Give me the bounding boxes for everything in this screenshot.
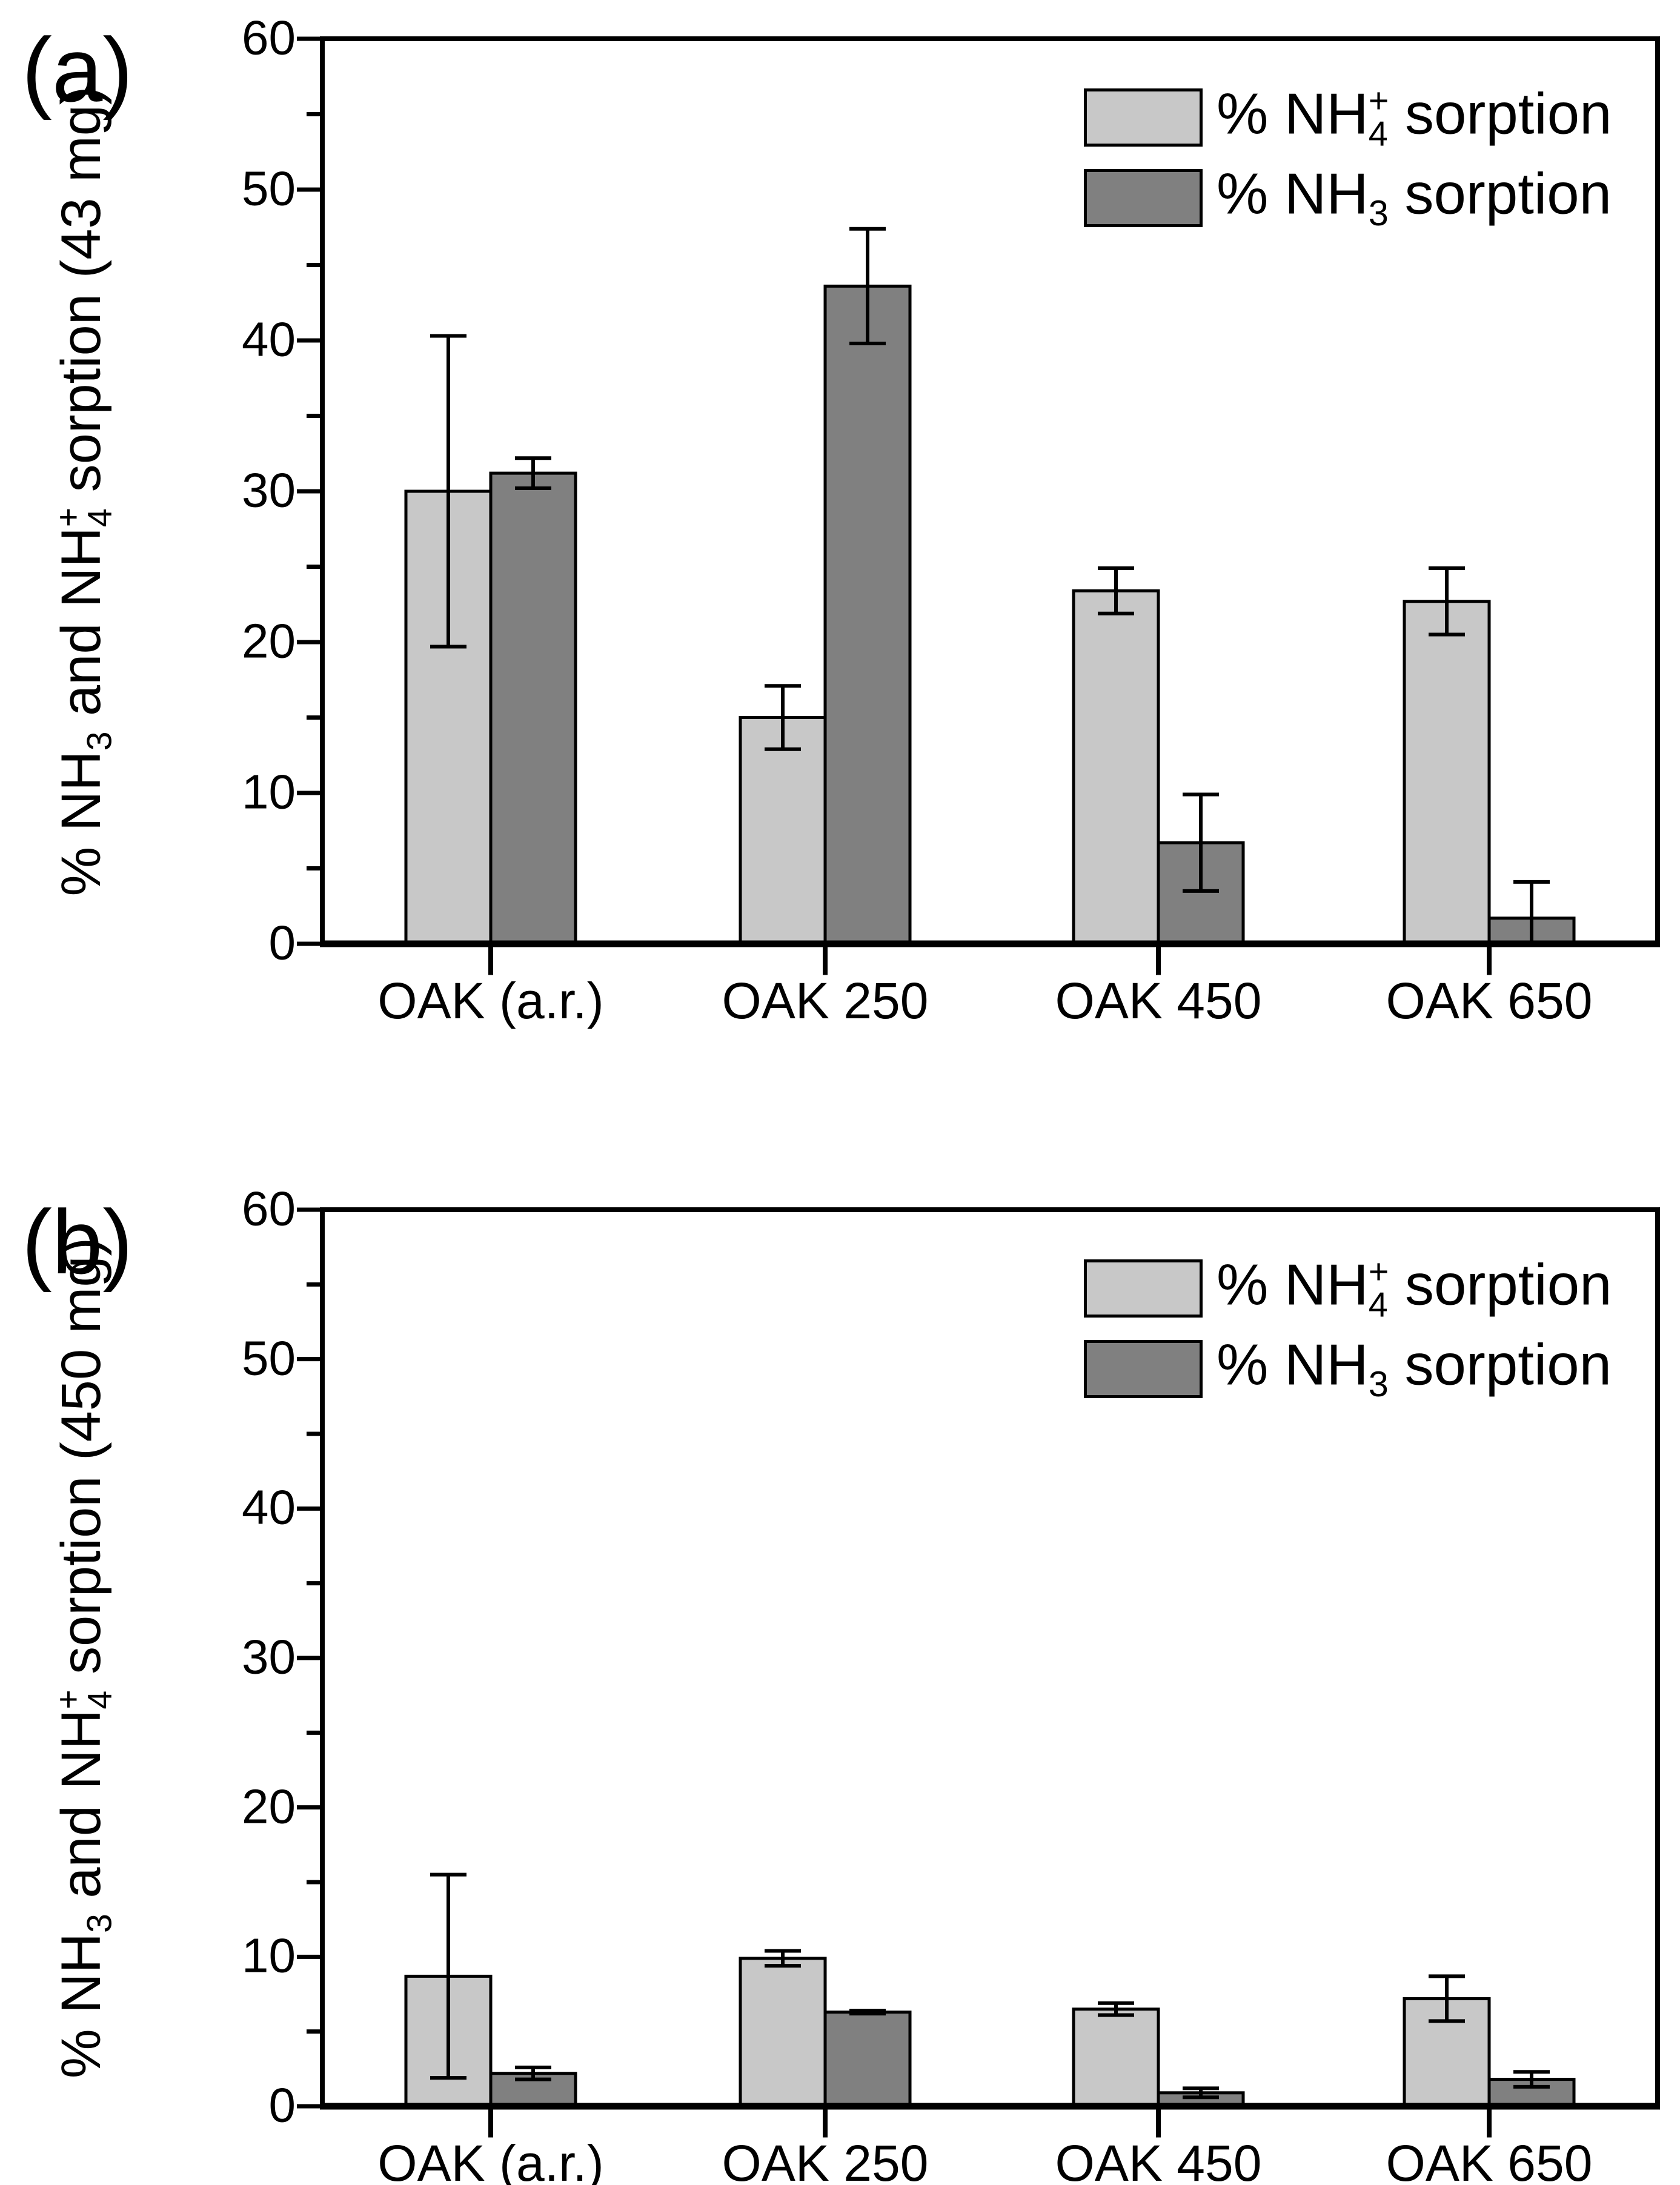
legend-swatch-nh3 <box>1084 169 1203 227</box>
sub-sup-stack: +4 <box>49 507 119 528</box>
subscript: 3 <box>1368 192 1389 233</box>
x-category-label: OAK 650 <box>1386 972 1593 1029</box>
panel-label-b: (b) <box>22 1191 133 1293</box>
legend-label-nh4: % NH +4 sorption <box>1217 1252 1612 1324</box>
subscript: 3 <box>1368 1363 1389 1404</box>
legend-label-nh3: % NH3 sorption <box>1217 1332 1612 1404</box>
legend-swatch-nh4 <box>1084 88 1203 147</box>
y-tick-label: 30 <box>242 1630 296 1684</box>
legend-swatch-nh3 <box>1084 1340 1203 1398</box>
x-category-label: OAK 250 <box>722 2135 929 2185</box>
y-axis-title: % NH3 and NH +4 sorption (43 mg) <box>49 86 119 897</box>
sub-sup-stack: +4 <box>1368 81 1389 153</box>
legend-swatch-nh4 <box>1084 1259 1203 1318</box>
y-tick-label: 20 <box>242 1779 296 1834</box>
y-tick-label: 40 <box>242 312 296 366</box>
y-tick-label: 50 <box>242 161 296 216</box>
x-category-label: OAK 450 <box>1055 2135 1262 2185</box>
y-tick-label: 20 <box>242 614 296 668</box>
legend-label-nh4: % NH +4 sorption <box>1217 81 1612 153</box>
bar-b-OAK 250-series0 <box>739 1957 827 2108</box>
y-tick-label: 40 <box>242 1480 296 1534</box>
y-tick-label: 30 <box>242 463 296 517</box>
y-tick-label: 0 <box>268 2078 296 2132</box>
x-category-label: OAK 650 <box>1386 2135 1593 2185</box>
y-tick-label: 60 <box>242 10 296 65</box>
x-category-label: OAK (a.r.) <box>377 972 604 1029</box>
x-category-label: OAK (a.r.) <box>377 2135 604 2185</box>
subscript: 3 <box>80 1914 119 1933</box>
x-category-label: OAK 450 <box>1055 972 1262 1029</box>
panel-label-a: (a) <box>22 19 133 121</box>
bar-a-OAK 650-series0 <box>1403 600 1491 946</box>
legend-label-nh3: % NH3 sorption <box>1217 161 1612 233</box>
y-tick-label: 50 <box>242 1331 296 1385</box>
y-axis-title: % NH3 and NH +4 sorption (450 mg) <box>49 1237 119 2079</box>
y-tick-label: 0 <box>268 915 296 970</box>
sub-sup-stack: +4 <box>49 1689 119 1709</box>
y-tick-label: 10 <box>242 1928 296 1983</box>
sub-sup-stack: +4 <box>1368 1252 1389 1324</box>
y-tick-label: 60 <box>242 1181 296 1236</box>
y-tick-label: 10 <box>242 764 296 819</box>
bar-a-OAK 250-series0 <box>739 716 827 946</box>
x-category-label: OAK 250 <box>722 972 929 1029</box>
subscript: 3 <box>80 731 119 751</box>
bar-a-OAK 250-series1 <box>823 284 912 946</box>
